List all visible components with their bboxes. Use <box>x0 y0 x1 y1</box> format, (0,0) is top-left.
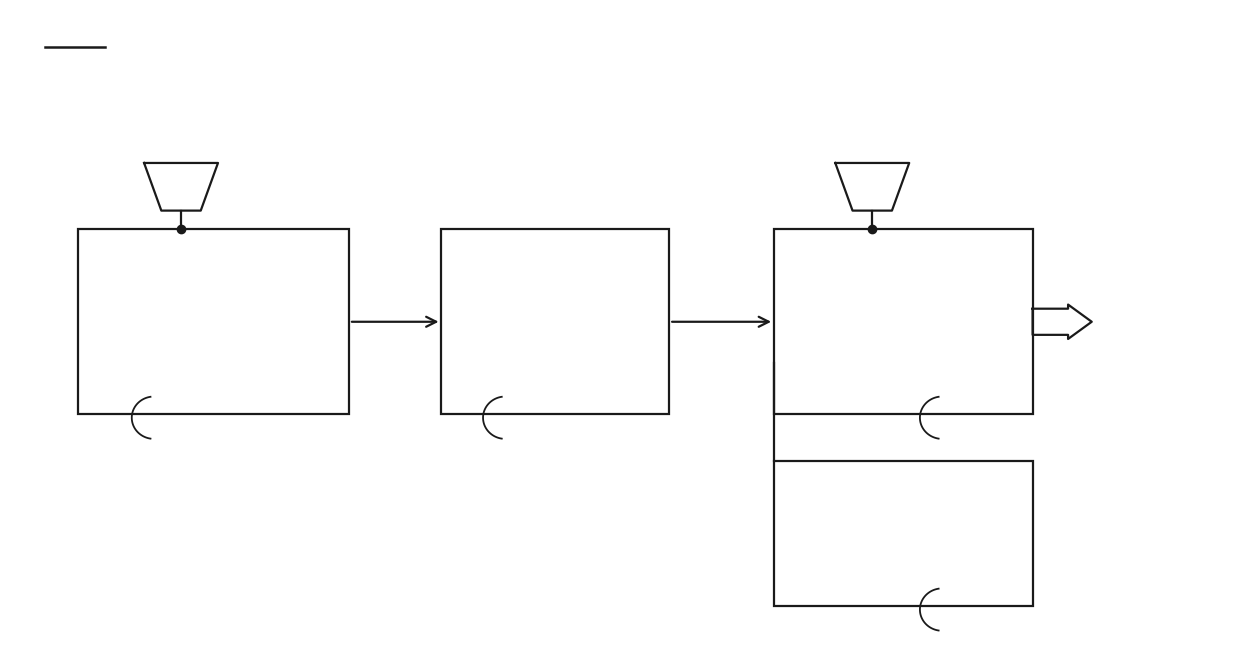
Bar <box>441 229 670 415</box>
Bar <box>774 229 1033 415</box>
Bar <box>774 461 1033 606</box>
Bar <box>78 229 348 415</box>
